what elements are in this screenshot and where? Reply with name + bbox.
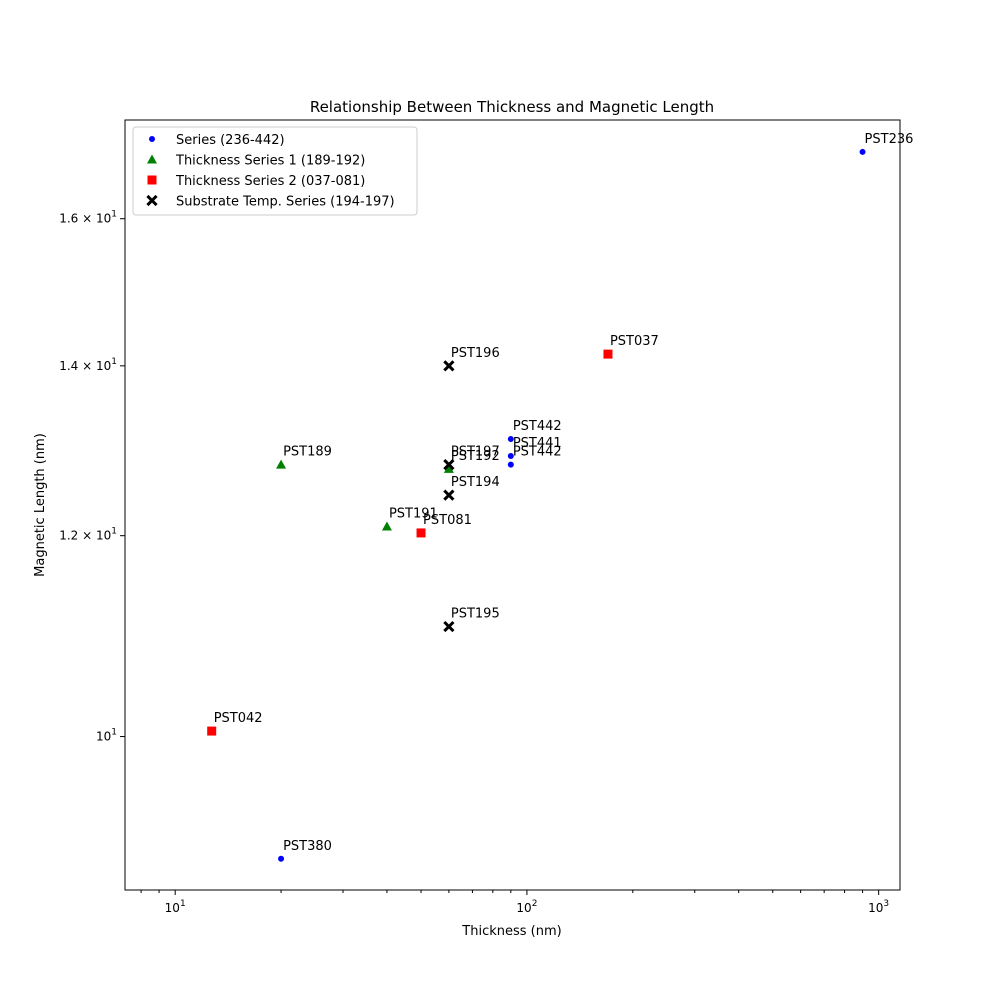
data-point [443,620,455,633]
legend-marker [146,194,158,207]
data-point [276,459,287,469]
legend-marker [147,154,157,164]
data-point [507,461,514,468]
data-point [443,360,455,372]
x-tick-exponent: 3 [883,899,889,909]
data-point [381,521,392,531]
data-point [507,453,514,460]
x-tick-exponent: 1 [180,899,186,909]
point-label: PST042 [214,711,263,726]
point-label: PST195 [451,607,500,622]
data-point [416,528,426,538]
plot-area-frame [124,119,901,891]
point-label: PST442 [513,445,562,460]
data-point [278,855,285,862]
legend-entry: Thickness Series 2 (037-081) [175,174,365,189]
data-point [443,458,455,471]
x-axis-label: Thickness (nm) [461,924,561,939]
point-label: PST081 [423,513,472,528]
point-label: PST192 [451,449,500,464]
data-point [507,436,514,443]
point-label: PST189 [283,445,332,460]
y-tick-exponent: 1 [111,527,117,537]
legend-entry: Series (236-442) [176,133,285,148]
y-tick-label: 1.6 × 101 [59,210,117,226]
x-tick-exponent: 2 [532,899,538,909]
legend-entry: Substrate Temp. Series (194-197) [176,195,395,210]
y-tick-exponent: 1 [111,357,117,367]
legend-marker [149,136,155,142]
y-tick-label: 1.4 × 101 [59,357,117,373]
point-label: PST037 [610,334,659,349]
y-axis-label: Magnetic Length (nm) [33,433,48,577]
y-tick-exponent: 1 [111,210,117,220]
legend: Series (236-442) Thickness Series 1 (189-… [132,126,418,216]
y-tick-label: 1.2 × 101 [59,527,117,543]
data-point [443,489,455,501]
point-label: PST236 [865,132,914,147]
point-label: PST197 [451,445,500,460]
point-label: PST380 [283,839,332,854]
data-points [207,148,866,862]
legend-marker [147,175,157,185]
point-label: PST191 [389,507,438,522]
point-label: PST194 [451,475,500,490]
legend-frame [132,126,418,216]
point-label: PST441 [513,436,562,451]
data-point [603,349,613,359]
point-label: PST196 [451,346,500,361]
chart-title: Relationship Between Thickness and Magne… [310,98,714,116]
point-label: PST442 [513,419,562,434]
data-point [443,463,454,473]
y-tick-exponent: 1 [111,728,117,738]
data-point [859,148,866,155]
legend-entry: Thickness Series 1 (189-192) [175,154,365,169]
data-point [207,726,217,736]
